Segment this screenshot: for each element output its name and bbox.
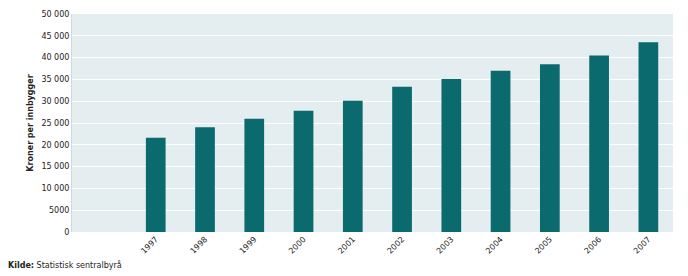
- svg-text:2001: 2001: [336, 235, 357, 256]
- svg-text:2004: 2004: [484, 235, 505, 256]
- svg-text:0: 0: [64, 228, 69, 237]
- svg-text:5000: 5000: [49, 206, 69, 215]
- svg-text:1997: 1997: [139, 235, 160, 256]
- svg-text:30 000: 30 000: [41, 97, 69, 106]
- svg-text:Kilde: Statistisk sentralbyrå: Kilde: Statistisk sentralbyrå: [8, 260, 122, 270]
- svg-text:Kroner per innbygger: Kroner per innbygger: [26, 74, 35, 171]
- svg-text:2002: 2002: [386, 235, 407, 256]
- svg-text:45 000: 45 000: [41, 32, 69, 41]
- svg-text:2003: 2003: [435, 235, 456, 256]
- svg-text:1998: 1998: [188, 235, 209, 256]
- svg-text:1999: 1999: [238, 235, 259, 256]
- svg-text:35 000: 35 000: [41, 75, 69, 84]
- svg-text:10 000: 10 000: [41, 184, 69, 193]
- svg-text:2005: 2005: [533, 235, 554, 256]
- svg-text:40 000: 40 000: [41, 53, 69, 62]
- svg-text:2000: 2000: [287, 235, 308, 256]
- svg-text:15 000: 15 000: [41, 162, 69, 171]
- svg-text:2006: 2006: [583, 235, 604, 256]
- svg-text:20 000: 20 000: [41, 141, 69, 150]
- svg-text:25 000: 25 000: [41, 119, 69, 128]
- svg-text:2007: 2007: [632, 235, 653, 256]
- svg-text:50 000: 50 000: [41, 10, 69, 19]
